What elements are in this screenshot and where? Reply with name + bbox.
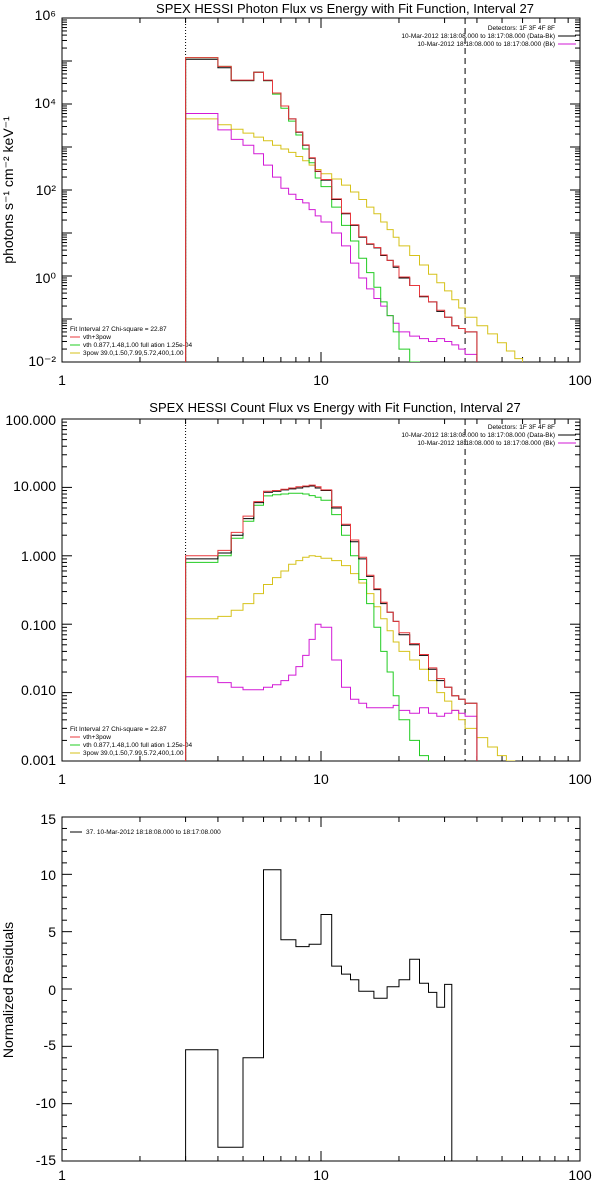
panel1-xtick-10: 10 [313, 372, 329, 388]
panel3-ytick-neg10: -10 [36, 1095, 56, 1111]
panel1-legend-fit: Fit Interval 27 Chi-square = 22.87 [70, 326, 167, 333]
panel3-ytick-15: 15 [40, 811, 56, 827]
panel2-xtick-10: 10 [313, 771, 329, 787]
panel3-ytick-neg5: -5 [44, 1037, 57, 1053]
panel1-frame [61, 17, 581, 363]
panel2-legend-bk: 10-Mar-2012 18:18:08.000 to 18:17:08.000… [417, 440, 555, 447]
panel2-ytick-1.000: 1.000 [21, 548, 56, 564]
panel1-series-group [185, 57, 523, 362]
panel1-series-3 [185, 118, 523, 362]
panel2-ytick-0.010: 0.010 [21, 682, 56, 698]
panel2-title: SPEX HESSI Count Flux vs Energy with Fit… [149, 400, 520, 415]
panel2-series-3 [185, 555, 516, 761]
photon-flux-panel: SPEX HESSI Photon Flux vs Energy with Fi… [0, 1, 592, 388]
panel2-frame [61, 418, 581, 762]
plots-layer [61, 17, 581, 1162]
panel2-plot [61, 418, 581, 762]
panel3-ytick-0: 0 [48, 982, 56, 998]
panel2-series-0 [185, 485, 478, 761]
panel1-xtick-100: 100 [568, 372, 592, 388]
panel3-series-group [185, 869, 453, 1161]
panel2-ytick-0.100: 0.100 [21, 617, 56, 633]
panel2-legend-data: 10-Mar-2012 18:18:08.000 to 18:17:08.000… [401, 432, 555, 439]
panel1-legend-green: vth 0.877,1.48,1.00 full ation 1.25e-04 [83, 342, 193, 349]
panel1-ytick-1e4: 10⁴ [34, 95, 56, 111]
panel2-ytick-10.000: 10.000 [13, 478, 56, 494]
panel3-ytick-5: 5 [48, 924, 56, 940]
panel1-ytick-1e6: 10⁶ [35, 7, 56, 23]
panel3-frame [61, 816, 581, 1162]
panel1-legend-red: vth+3pow [83, 334, 111, 341]
panel2-series-group [185, 484, 516, 761]
panel3-plot [61, 816, 581, 1162]
panel3-legend: 37. 10-Mar-2012 18:18:08.000 to 18:17:08… [70, 829, 221, 836]
panel2-legend-top: Detectors: 1F 3F 4F 8F 10-Mar-2012 18:18… [401, 424, 576, 447]
panel1-legend-top: Detectors: 1F 3F 4F 8F 10-Mar-2012 18:18… [401, 25, 576, 48]
panel1-xtick-1: 1 [58, 372, 66, 388]
panel2-legend-green: vth 0.877,1.48,1.00 full ation 1.25e-04 [83, 742, 193, 749]
panel1-series-4 [185, 113, 478, 362]
residuals-panel: Normalized Residuals 1 10 100 -15 -10 -5… [0, 811, 592, 1183]
panel1-ytick-1e2: 10² [36, 182, 57, 198]
panel1-legend-detectors: Detectors: 1F 3F 4F 8F [488, 25, 555, 32]
panel3-xtick-100: 100 [568, 1167, 592, 1183]
panel2-xtick-1: 1 [58, 771, 66, 787]
panel2-ytick-0.001: 0.001 [21, 752, 56, 768]
panel1-legend-data: 10-Mar-2012 18:18:08.000 to 18:17:08.000… [401, 33, 555, 40]
panel2-series-4 [185, 623, 478, 761]
panel2-legend-yellow: 3pow 39.0,1.50,7.99,5.72,400,1.00 [83, 750, 184, 757]
panel3-legend-label: 37. 10-Mar-2012 18:18:08.000 to 18:17:08… [86, 829, 221, 836]
panel2-series-2 [185, 492, 429, 761]
panel2-legend-detectors: Detectors: 1F 3F 4F 8F [488, 424, 555, 431]
panel3-ytick-neg15: -15 [36, 1152, 56, 1168]
panel2-series-1 [185, 484, 478, 761]
panel1-title: SPEX HESSI Photon Flux vs Energy with Fi… [156, 1, 534, 16]
panel2-legend-bottom: Fit Interval 27 Chi-square = 22.87 vth+3… [70, 726, 193, 757]
panel3-xtick-10: 10 [313, 1167, 329, 1183]
count-flux-panel: SPEX HESSI Count Flux vs Energy with Fit… [5, 400, 592, 787]
panel1-ylabel: photons s⁻¹ cm⁻² keV⁻¹ [0, 116, 16, 264]
panel2-legend-red: vth+3pow [83, 734, 111, 741]
panel1-legend-bk: 10-Mar-2012 18:18:08.000 to 18:17:08.000… [417, 41, 555, 48]
panel2-ytick-100.000: 100.000 [5, 412, 56, 428]
panel3-ylabel: Normalized Residuals [0, 922, 16, 1058]
panel3-series-0 [185, 869, 453, 1161]
panel1-ytick-1e-2: 10⁻² [28, 353, 56, 369]
panel1-plot [61, 17, 581, 363]
panel1-series-1 [185, 57, 478, 362]
panel2-xtick-100: 100 [568, 771, 592, 787]
panel2-legend-fit: Fit Interval 27 Chi-square = 22.87 [70, 726, 167, 733]
panel1-legend-yellow: 3pow 39.0,1.50,7.99,5.72,400,1.00 [83, 350, 184, 357]
panel3-ytick-10: 10 [40, 867, 56, 883]
panel1-legend-bottom: Fit Interval 27 Chi-square = 22.87 vth+3… [70, 326, 193, 357]
panel3-xtick-1: 1 [58, 1167, 66, 1183]
panel1-ytick-1e0: 10⁰ [35, 270, 57, 286]
